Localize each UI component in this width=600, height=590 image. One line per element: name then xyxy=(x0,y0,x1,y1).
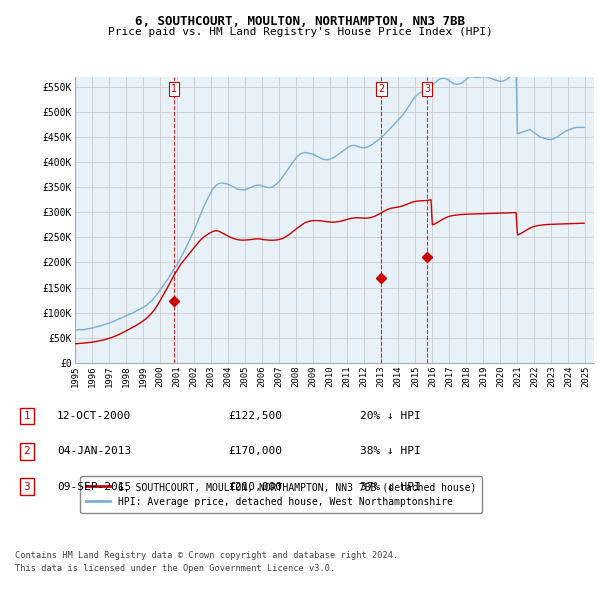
Text: 09-SEP-2015: 09-SEP-2015 xyxy=(57,482,131,491)
Text: £210,000: £210,000 xyxy=(228,482,282,491)
Text: 1: 1 xyxy=(170,84,176,94)
Text: 3: 3 xyxy=(424,84,430,94)
Text: 3: 3 xyxy=(23,482,31,491)
Text: 2: 2 xyxy=(379,84,385,94)
Text: £122,500: £122,500 xyxy=(228,411,282,421)
Text: 12-OCT-2000: 12-OCT-2000 xyxy=(57,411,131,421)
Text: Contains HM Land Registry data © Crown copyright and database right 2024.: Contains HM Land Registry data © Crown c… xyxy=(15,550,398,559)
Text: £170,000: £170,000 xyxy=(228,447,282,456)
Text: 04-JAN-2013: 04-JAN-2013 xyxy=(57,447,131,456)
Text: Price paid vs. HM Land Registry's House Price Index (HPI): Price paid vs. HM Land Registry's House … xyxy=(107,27,493,37)
Text: 1: 1 xyxy=(23,411,31,421)
Text: 20% ↓ HPI: 20% ↓ HPI xyxy=(360,411,421,421)
Text: 2: 2 xyxy=(23,447,31,456)
Text: 38% ↓ HPI: 38% ↓ HPI xyxy=(360,447,421,456)
Text: This data is licensed under the Open Government Licence v3.0.: This data is licensed under the Open Gov… xyxy=(15,564,335,573)
Text: 37% ↓ HPI: 37% ↓ HPI xyxy=(360,482,421,491)
Text: 6, SOUTHCOURT, MOULTON, NORTHAMPTON, NN3 7BB: 6, SOUTHCOURT, MOULTON, NORTHAMPTON, NN3… xyxy=(135,15,465,28)
Legend: 6, SOUTHCOURT, MOULTON, NORTHAMPTON, NN3 7BB (detached house), HPI: Average pric: 6, SOUTHCOURT, MOULTON, NORTHAMPTON, NN3… xyxy=(80,477,482,513)
